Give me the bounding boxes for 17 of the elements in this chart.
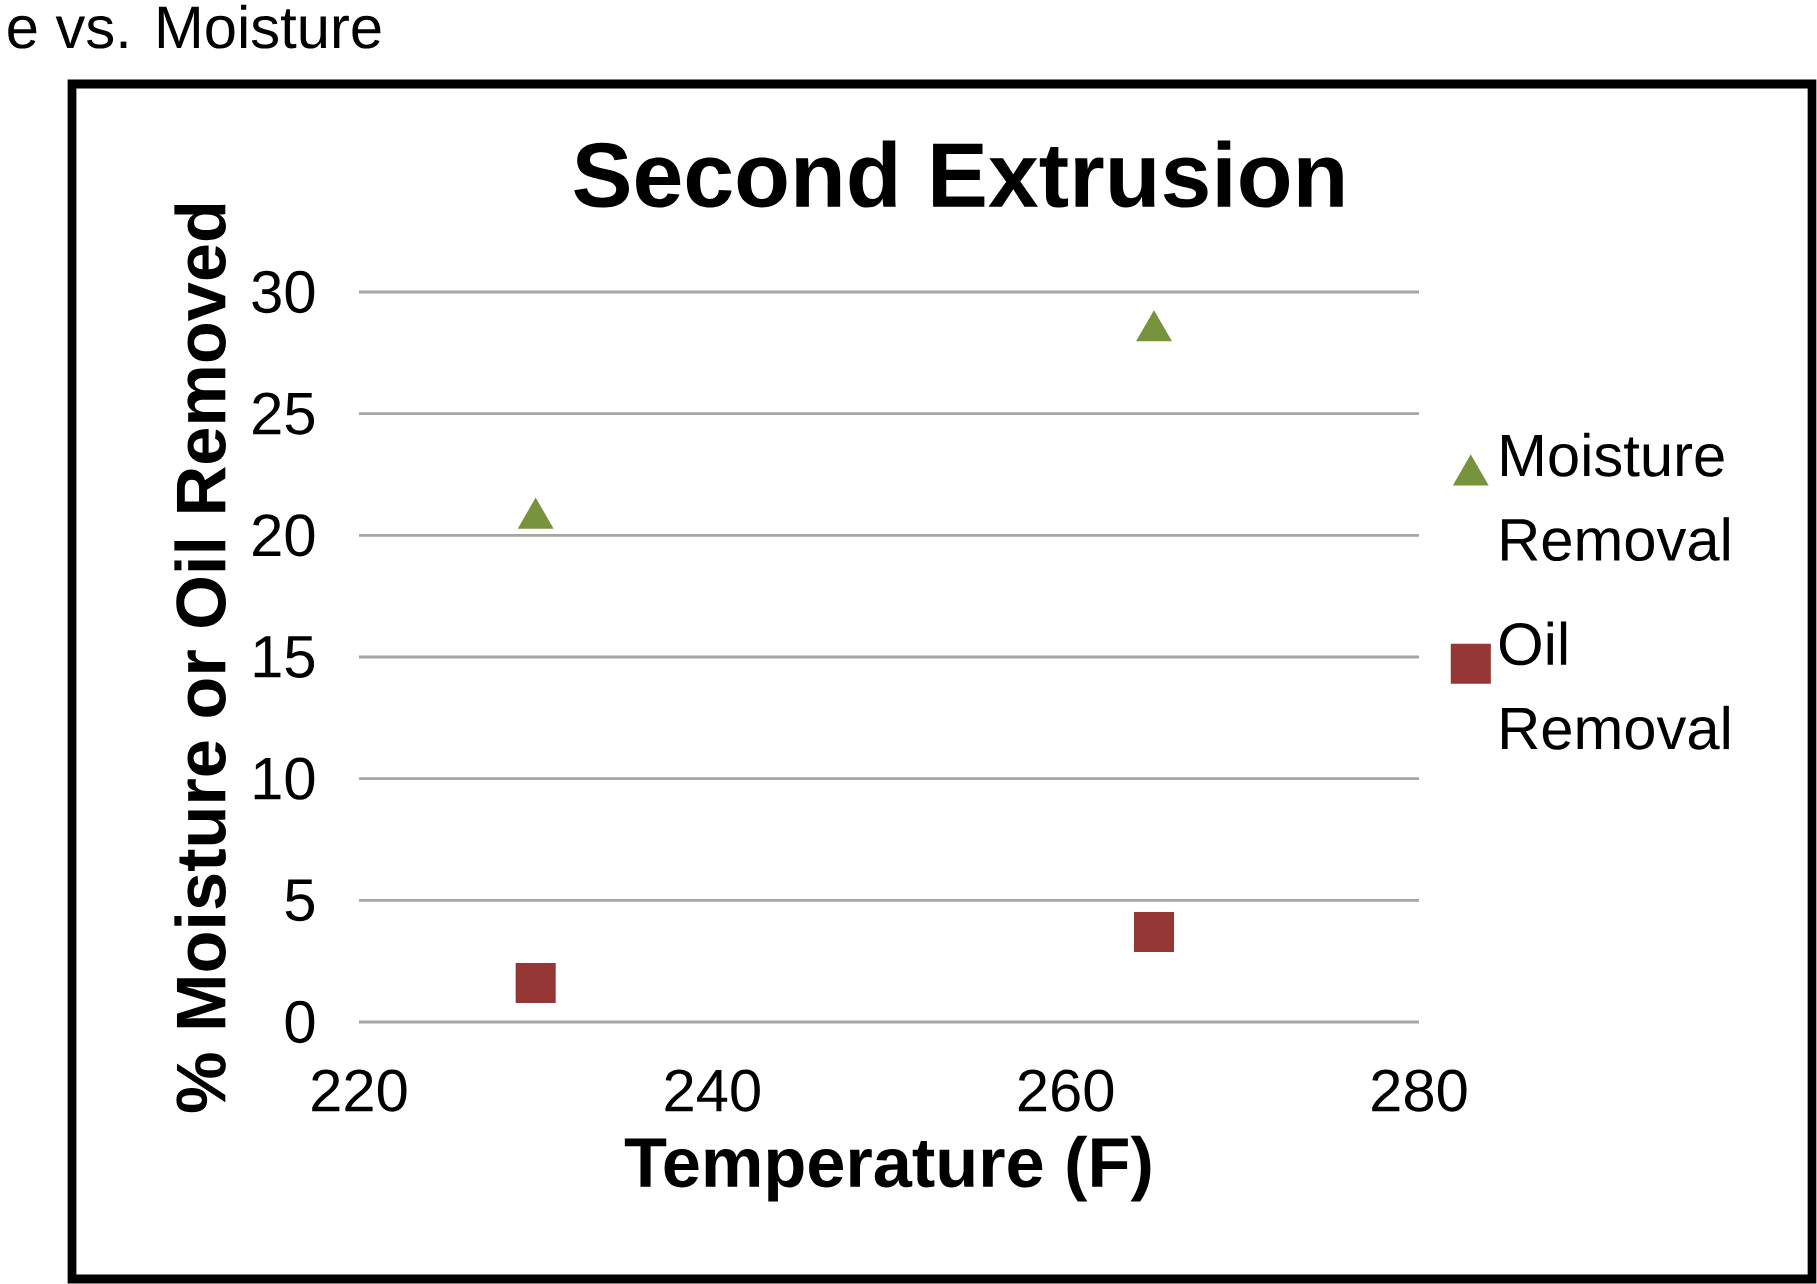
y-tick-label: 15 (254, 636, 315, 678)
x-tick-label: 280 (1372, 1069, 1467, 1112)
x-axis-title: Temperature (F) (624, 1135, 1151, 1202)
y-tick-label: 10 (254, 757, 315, 800)
y-tick-label: 20 (253, 514, 315, 557)
y-tick-label: 0 (285, 1000, 315, 1044)
y-tick-label: 25 (253, 392, 315, 435)
x-tick-label: 220 (312, 1069, 407, 1112)
legend-label: Moisture Removal (1502, 432, 1729, 562)
y-axis-title: % Moisture or Oil Removed (174, 204, 226, 1113)
y-tick-label: 5 (285, 879, 315, 922)
legend-label: Oil Removal (1499, 621, 1729, 750)
text: e vs. Moisture (8, 4, 381, 49)
x-tick-label: 240 (665, 1069, 760, 1112)
y-tick-label: 30 (252, 270, 315, 314)
chart-title: Second Extrusion (574, 140, 1343, 208)
x-tick-label: 260 (1018, 1069, 1114, 1112)
